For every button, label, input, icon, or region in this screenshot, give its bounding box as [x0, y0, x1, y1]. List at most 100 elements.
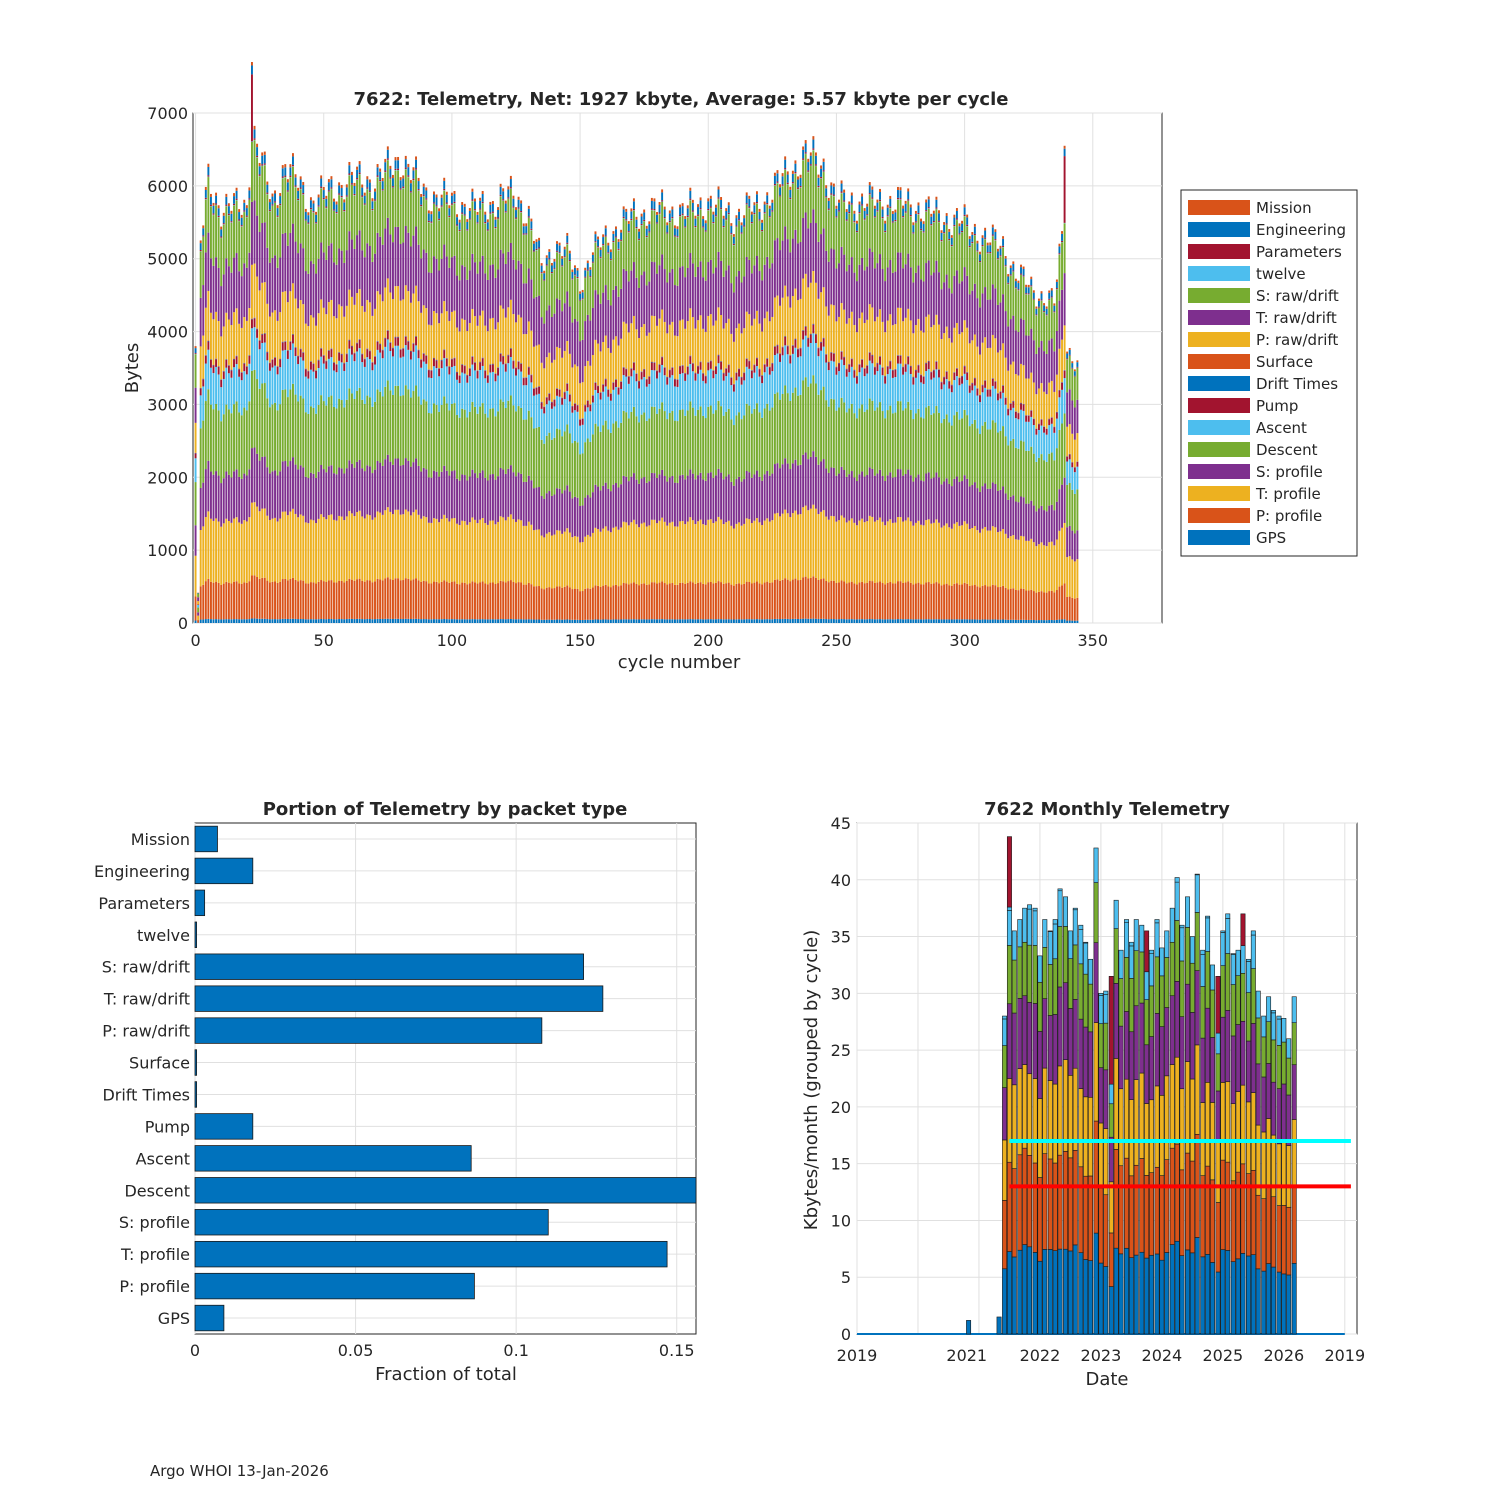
chart1-bar-segment — [397, 226, 400, 287]
chart1-bar-segment — [632, 210, 635, 263]
chart1-bar-segment — [671, 583, 674, 620]
chart1-bar-segment — [268, 519, 271, 583]
chart1-bar-segment — [743, 276, 746, 329]
chart1-bar-segment — [707, 406, 710, 474]
chart1-bar-segment — [904, 520, 907, 583]
chart1-bar-segment — [348, 289, 351, 340]
chart1-bar-segment — [417, 396, 420, 466]
chart1-bar-segment — [709, 368, 712, 406]
chart1-bar-segment — [304, 476, 307, 523]
chart1-bar-segment — [330, 179, 333, 188]
chart1-bar-segment — [822, 170, 825, 172]
chart1-bar-segment — [686, 619, 689, 623]
chart1-bar-segment — [494, 479, 497, 525]
chart1-bar-segment — [379, 391, 382, 463]
chart1-bar-segment — [294, 174, 297, 178]
chart1-bar-segment — [607, 252, 610, 254]
chart1-bar-segment — [397, 160, 400, 169]
chart1-bar-segment — [720, 315, 723, 362]
chart1-bar-segment — [896, 619, 899, 623]
chart1-bar-segment — [615, 237, 617, 286]
chart1-bar-segment — [876, 371, 879, 408]
chart1-bar-segment — [671, 411, 674, 476]
chart1-cycle-bar — [425, 187, 428, 623]
chart1-bar-segment — [773, 175, 776, 184]
chart1-bar-segment — [433, 311, 435, 358]
telemetry-per-cycle-chart: 7622: Telemetry, Net: 1927 kbyte, Averag… — [122, 62, 1358, 673]
chart1-cycle-bar — [353, 182, 356, 623]
chart1-bar-segment — [820, 618, 823, 623]
chart1-bar-segment — [881, 411, 884, 476]
chart1-bar-segment — [907, 364, 910, 402]
chart1-bar-segment — [389, 390, 392, 462]
chart1-bar-segment — [553, 259, 556, 262]
chart1-bar-segment — [345, 187, 348, 196]
chart1-bar-segment — [771, 619, 774, 623]
chart1-cycle-bar — [773, 172, 776, 623]
chart1-bar-segment — [932, 619, 935, 623]
chart1-bar-segment — [638, 240, 641, 288]
chart1-bar-segment — [289, 349, 292, 390]
chart1-bar-segment — [668, 377, 671, 414]
chart1-bar-segment — [789, 199, 792, 253]
chart1-bar-segment — [371, 473, 374, 520]
chart1-cycle-bar — [276, 205, 279, 623]
chart1-bar-segment — [650, 210, 653, 262]
chart1-bar-segment — [602, 341, 605, 384]
chart1-bar-segment — [909, 366, 912, 374]
chart1-bar-segment — [573, 403, 576, 411]
chart1-bar-segment — [322, 363, 325, 402]
chart1-bar-segment — [286, 515, 289, 581]
chart1-bar-segment — [632, 362, 635, 371]
chart1-bar-segment — [625, 476, 628, 523]
chart1-bar-segment — [356, 461, 359, 513]
chart1-bar-segment — [409, 191, 412, 193]
chart1-bar-segment — [520, 520, 523, 583]
chart1-bar-segment — [399, 514, 402, 581]
chart1-bar-segment — [276, 267, 279, 321]
chart1-bar-segment — [873, 205, 876, 209]
chart1-bar-segment — [381, 301, 384, 350]
chart1-bar-segment — [292, 618, 294, 623]
chart1-bar-segment — [671, 475, 674, 522]
chart1-bar-segment — [233, 367, 235, 405]
chart1-bar-segment — [920, 417, 922, 481]
chart1-bar-segment — [704, 480, 707, 526]
chart1-cycle-bar — [640, 213, 643, 623]
chart1-bar-segment — [538, 295, 541, 345]
chart1-bar-segment — [850, 359, 853, 367]
chart1-bar-segment — [361, 197, 364, 251]
chart1-bar-segment — [309, 472, 312, 520]
chart1-bar-segment — [825, 185, 828, 189]
chart1-cycle-bar — [330, 176, 333, 623]
chart1-cycle-bar — [712, 211, 715, 623]
chart1-bar-segment — [702, 227, 705, 278]
chart1-bar-segment — [671, 209, 674, 217]
chart1-bar-segment — [763, 474, 766, 521]
chart1-bar-segment — [632, 473, 635, 520]
chart1-bar-segment — [427, 377, 430, 414]
chart1-bar-segment — [835, 268, 838, 322]
chart1-bar-segment — [415, 337, 417, 346]
chart1-bar-segment — [532, 488, 535, 531]
chart1-bar-segment — [581, 620, 584, 623]
chart1-cycle-bar — [358, 161, 361, 623]
chart1-bar-segment — [550, 408, 553, 440]
chart1-bar-segment — [550, 271, 553, 274]
chart1-bar-segment — [745, 366, 748, 404]
chart1-bar-segment — [517, 361, 520, 370]
chart1-bar-segment — [832, 399, 835, 468]
chart1-bar-segment — [368, 466, 371, 516]
chart1-bar-segment — [256, 453, 259, 507]
chart1-bar-segment — [673, 285, 676, 336]
chart1-bar-segment — [850, 471, 853, 519]
chart1-bar-segment — [858, 474, 861, 521]
chart1-bar-segment — [468, 619, 471, 623]
chart1-bar-segment — [797, 357, 799, 396]
chart1-bar-segment — [920, 619, 922, 623]
chart1-bar-segment — [468, 368, 471, 377]
chart1-bar-segment — [891, 213, 894, 222]
chart1-bar-segment — [712, 223, 715, 274]
chart1-bar-segment — [461, 204, 464, 213]
chart1-bar-segment — [938, 220, 940, 222]
